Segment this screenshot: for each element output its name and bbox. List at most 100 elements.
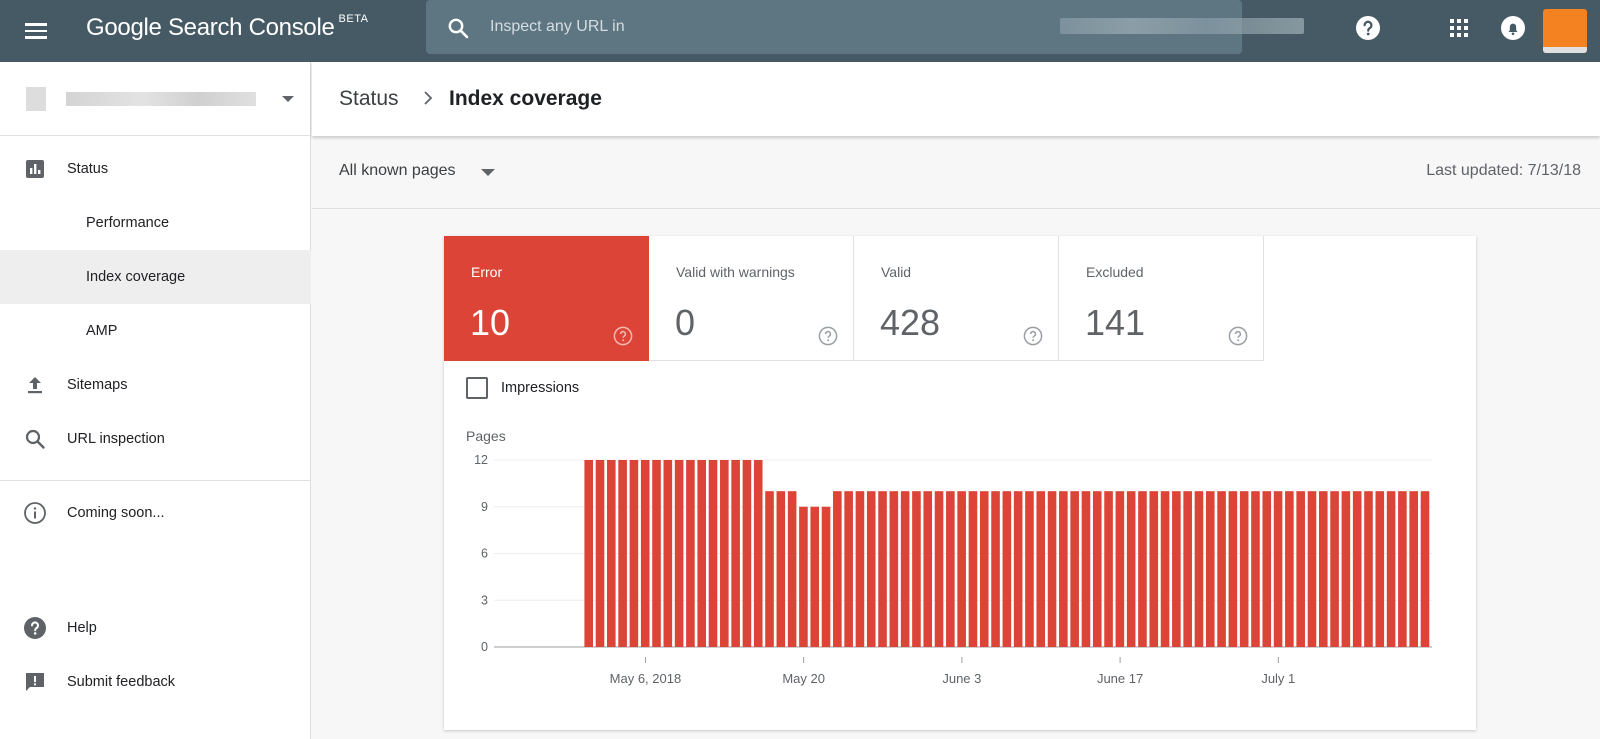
search-icon[interactable] (446, 16, 470, 40)
chart-bar (866, 491, 876, 647)
hamburger-menu-icon[interactable] (24, 18, 48, 42)
chart-bar (1036, 491, 1046, 647)
sidebar-item-url-inspection[interactable]: URL inspection (0, 412, 311, 466)
chart-bar (957, 491, 966, 647)
chart-bar (1217, 491, 1226, 647)
sidebar-item-index-coverage[interactable]: Index coverage (0, 250, 311, 304)
chart-bar (1352, 491, 1362, 647)
y-axis-label: Pages (466, 428, 506, 444)
tile-valid[interactable]: Valid 428 (854, 236, 1059, 361)
chart-bar (833, 491, 842, 647)
coverage-card: Error 10 Valid with warnings 0 Valid 428… (444, 236, 1476, 730)
top-app-bar: Google Search Console BETA (0, 0, 1600, 62)
sidebar-divider (0, 480, 311, 481)
sidebar-item-label: Coming soon... (67, 505, 165, 521)
help-outline-icon[interactable] (1228, 326, 1248, 346)
sidebar-item-status[interactable]: Status (0, 142, 311, 196)
y-tick-label: 0 (481, 640, 488, 654)
search-input[interactable] (490, 0, 1050, 54)
chart-bar (1364, 491, 1373, 647)
chart-bar (1409, 491, 1418, 647)
chart-bar (765, 491, 774, 647)
sidebar-item-submit-feedback[interactable]: Submit feedback (0, 655, 311, 709)
sidebar-item-coming-soon[interactable]: Coming soon... (0, 486, 311, 540)
chart-bar (912, 491, 921, 647)
y-tick-label: 9 (481, 500, 488, 514)
apps-grid-icon[interactable] (1446, 15, 1472, 41)
chart-bar (844, 491, 853, 647)
help-outline-icon[interactable] (818, 326, 838, 346)
x-tick-label: May 6, 2018 (610, 671, 682, 686)
chevron-down-icon[interactable] (481, 169, 495, 176)
chart-bar (1307, 491, 1317, 647)
app-title[interactable]: Google Search Console BETA (86, 13, 369, 42)
chart-bar (889, 491, 899, 647)
chart-bar (799, 506, 808, 647)
help-outline-icon[interactable] (613, 326, 633, 346)
chart-bar (1285, 491, 1294, 647)
chart-bar (1296, 491, 1305, 647)
chart-bar (1059, 491, 1068, 647)
sidebar-item-label: Index coverage (86, 269, 186, 285)
chart-bar (1273, 491, 1283, 647)
sidebar-item-performance[interactable]: Performance (0, 196, 311, 250)
filter-divider (312, 208, 1600, 209)
redacted-property-name (66, 92, 256, 106)
sidebar-item-sitemaps[interactable]: Sitemaps (0, 358, 311, 412)
app-title-text: Google Search Console (86, 14, 335, 41)
tile-label: Excluded (1086, 264, 1144, 280)
tile-error[interactable]: Error 10 (444, 236, 649, 361)
notifications-bell-icon[interactable] (1500, 15, 1526, 41)
impressions-checkbox[interactable] (466, 377, 488, 399)
help-outline-icon[interactable] (1023, 326, 1043, 346)
chart-bar (1160, 491, 1170, 647)
chart-bar (1126, 491, 1136, 647)
bar-chart-icon (26, 160, 44, 178)
help-icon[interactable] (1355, 15, 1381, 41)
sidebar-item-label: Submit feedback (67, 674, 176, 690)
search-icon (25, 429, 45, 449)
redacted-property-url (1060, 18, 1304, 34)
chart-bar (640, 460, 650, 647)
y-tick-label: 3 (481, 593, 488, 607)
tile-label: Error (471, 264, 503, 280)
account-avatar[interactable] (1543, 9, 1587, 53)
chart-bar (1228, 491, 1238, 647)
chart-bar (946, 491, 955, 647)
tile-valid-with-warnings[interactable]: Valid with warnings 0 (649, 236, 854, 361)
chart-bar (742, 460, 752, 647)
breadcrumb-status[interactable]: Status (339, 87, 399, 110)
chevron-down-icon (282, 96, 294, 102)
chart-bar (629, 460, 639, 647)
sidebar-item-help[interactable]: Help (0, 601, 311, 655)
x-tick-label: June 3 (942, 671, 981, 686)
chart-bar (855, 491, 865, 647)
chart-bar (753, 460, 763, 647)
index-coverage-chart: Pages 0 3 6 9 12 May 6, 2018 May 20 June 3 June 1… (466, 428, 1432, 686)
beta-badge: BETA (338, 13, 369, 25)
sidebar: Status Performance Index coverage AMP Si… (0, 62, 311, 739)
chart-bar (1194, 491, 1204, 647)
chart-bar (923, 491, 933, 647)
chart-bar (1239, 491, 1249, 647)
sidebar-item-label: AMP (86, 323, 118, 339)
chart-bar (1002, 491, 1012, 647)
chart-bar (1251, 491, 1260, 647)
chart-bar (776, 491, 786, 647)
chart-bar (1081, 491, 1091, 647)
chart-bar (674, 460, 684, 647)
chart-bar (1138, 491, 1147, 647)
tile-label: Valid (881, 264, 912, 280)
chart-bar (708, 460, 718, 647)
property-selector[interactable] (0, 62, 311, 136)
chart-bar (821, 506, 831, 647)
chart-bar (979, 491, 989, 647)
chart-bar (878, 491, 887, 647)
x-tick-label: July 1 (1261, 671, 1295, 686)
sidebar-item-amp[interactable]: AMP (0, 304, 311, 358)
chart-bar (1172, 491, 1181, 647)
chart-bar (663, 460, 673, 647)
tile-excluded[interactable]: Excluded 141 (1059, 236, 1264, 361)
sidebar-item-label: Sitemaps (67, 377, 128, 393)
pages-filter-dropdown[interactable]: All known pages (339, 162, 456, 179)
